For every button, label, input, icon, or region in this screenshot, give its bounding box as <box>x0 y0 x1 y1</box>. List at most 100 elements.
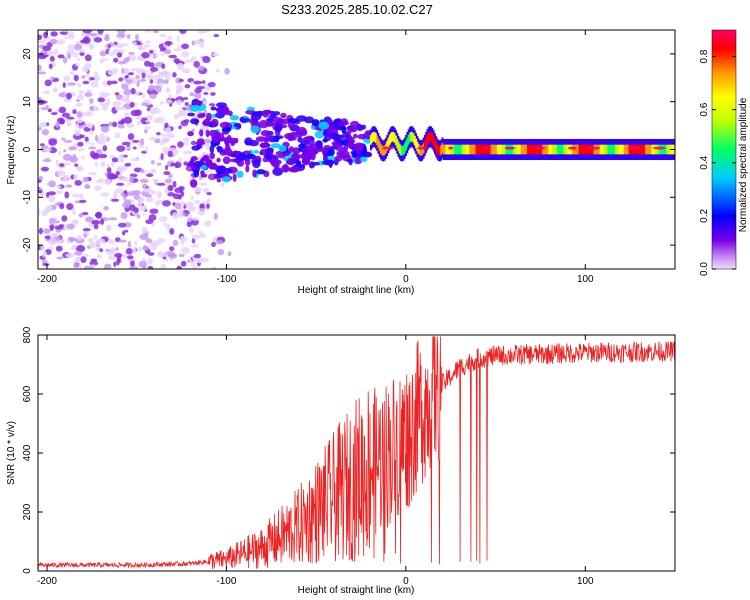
heatmap-cell <box>172 239 179 247</box>
heatmap-cell <box>72 219 79 226</box>
heatmap-cell <box>265 154 273 160</box>
heatmap-cell <box>416 141 419 152</box>
heatmap-cell <box>129 175 135 183</box>
heatmap-cell <box>111 121 118 128</box>
heatmap-cell <box>176 35 180 42</box>
heatmap-cell <box>38 53 47 60</box>
heatmap-cell <box>121 141 131 146</box>
heatmap-cell <box>609 144 612 155</box>
heatmap-cell <box>392 132 395 142</box>
heatmap-cell <box>149 136 158 141</box>
heatmap-cell <box>353 133 358 139</box>
heatmap-cell <box>202 187 210 194</box>
heatmap-cell <box>180 260 187 267</box>
heatmap-cell <box>242 150 251 155</box>
heatmap-cell <box>120 43 129 47</box>
heatmap-cell <box>663 144 666 155</box>
heatmap-cell <box>161 63 166 70</box>
heatmap-cell <box>256 169 266 175</box>
heatmap-cell <box>573 144 576 155</box>
heatmap-cell <box>50 31 58 37</box>
heatmap-cell <box>90 129 94 136</box>
heatmap-cell <box>42 45 52 52</box>
heatmap-cell <box>62 82 66 88</box>
heatmap-cell <box>599 144 602 155</box>
heatmap-cell <box>360 156 368 163</box>
heatmap-cell <box>215 132 225 141</box>
heatmap-cell <box>286 133 294 142</box>
heatmap-cell <box>74 200 81 204</box>
heatmap-cell <box>167 150 173 158</box>
heatmap-cell <box>156 182 166 186</box>
heatmap-cell <box>264 121 274 127</box>
heatmap-cell <box>40 244 44 252</box>
heatmap-cell <box>182 142 190 146</box>
heatmap-cell <box>150 190 156 195</box>
heatmap-cell <box>584 144 587 155</box>
heatmap-cell <box>155 85 162 93</box>
heatmap-cell <box>288 146 294 152</box>
heatmap-cell <box>154 52 158 59</box>
heatmap-cell <box>116 33 126 38</box>
heatmap-cell <box>467 144 470 155</box>
heatmap-cell <box>560 144 563 155</box>
spectrogram-ytick-label: 10 <box>22 96 33 108</box>
snr-ticks: -200 -100 0 100 0 200 400 600 800 <box>22 326 675 587</box>
heatmap-cell <box>56 39 66 45</box>
heatmap-cell <box>151 54 155 59</box>
heatmap-cell <box>148 84 155 92</box>
heatmap-cell <box>640 144 642 155</box>
heatmap-cell <box>206 203 210 210</box>
heatmap-cell <box>506 144 509 155</box>
heatmap-cell <box>184 101 189 106</box>
spectrogram-xtick-label: -100 <box>216 274 236 285</box>
heatmap-cell <box>302 157 310 165</box>
heatmap-cell <box>59 203 65 210</box>
heatmap-cell <box>82 30 92 34</box>
heatmap-cell <box>311 125 316 130</box>
heatmap-cell <box>99 248 103 253</box>
heatmap-cell <box>341 139 349 146</box>
heatmap-cell <box>402 145 405 155</box>
heatmap-cell <box>187 259 191 263</box>
heatmap-cell <box>59 31 69 35</box>
heatmap-cell <box>82 36 91 44</box>
heatmap-cell <box>100 218 105 225</box>
heatmap-cell <box>89 98 94 104</box>
heatmap-cell <box>147 266 154 269</box>
heatmap-cell <box>154 200 161 206</box>
heatmap-cell <box>69 70 75 76</box>
heatmap-cell <box>123 116 133 124</box>
heatmap-cell <box>176 265 183 269</box>
heatmap-cell <box>88 43 95 50</box>
heatmap-cell <box>395 135 397 146</box>
heatmap-cell <box>542 144 544 155</box>
heatmap-cell <box>159 133 169 137</box>
heatmap-cell <box>192 217 199 221</box>
heatmap-cell <box>534 146 546 150</box>
heatmap-cell <box>90 81 99 88</box>
heatmap-cell <box>165 99 173 104</box>
heatmap-cell <box>194 199 201 205</box>
heatmap-cell <box>48 238 57 246</box>
heatmap-cell <box>98 153 108 159</box>
heatmap-cell <box>191 145 201 151</box>
heatmap-cell <box>258 119 269 129</box>
heatmap-cell <box>171 98 176 102</box>
heatmap-cell <box>65 119 72 124</box>
heatmap-cell <box>596 144 598 155</box>
heatmap-cell <box>341 125 347 134</box>
heatmap-cell <box>376 135 379 146</box>
heatmap-cell <box>52 87 58 94</box>
heatmap-cell <box>318 121 330 130</box>
heatmap-cell <box>386 140 389 151</box>
heatmap-cell <box>529 144 532 155</box>
heatmap-cell <box>187 206 196 213</box>
heatmap-cell <box>587 144 590 155</box>
heatmap-cell <box>525 144 528 155</box>
snr-xtick-label: 100 <box>577 576 594 587</box>
heatmap-cell <box>163 49 172 55</box>
heatmap-cell <box>202 56 211 64</box>
